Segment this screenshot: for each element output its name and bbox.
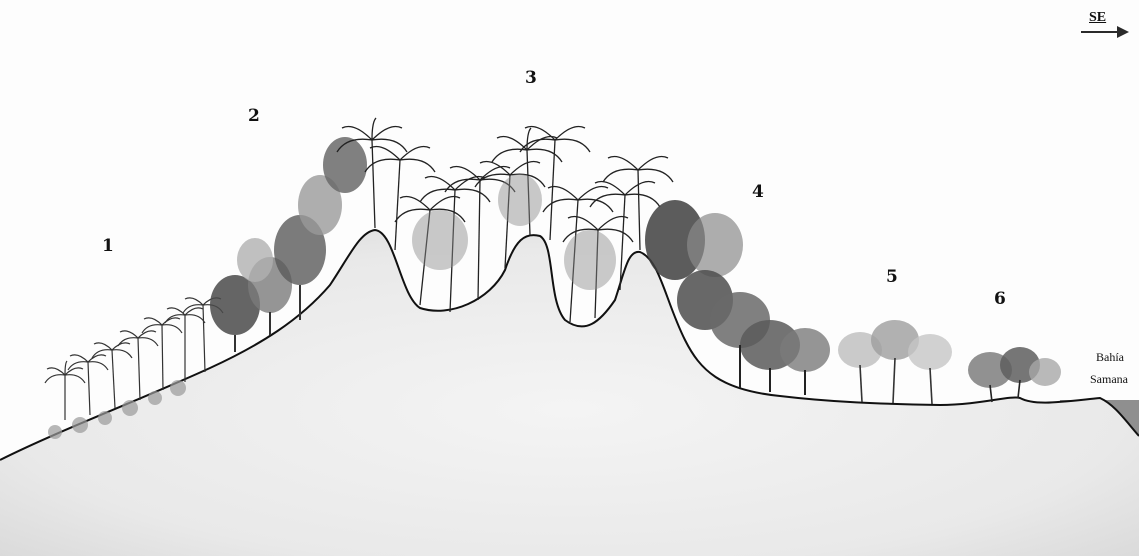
zone-5-trees — [838, 320, 952, 405]
zone-3-understory — [412, 174, 616, 290]
zone-label-6: 6 — [994, 289, 1006, 309]
bay-label-line2: Samana — [1090, 372, 1128, 386]
zone-label-3: 3 — [525, 68, 537, 88]
zone-label-2: 2 — [248, 106, 260, 126]
zone-3-palm-forest — [336, 117, 674, 323]
compass-indicator: SE — [1081, 10, 1135, 38]
bay-label-line1: Bahía — [1096, 350, 1124, 364]
zone-1-shrubs — [48, 380, 186, 439]
zone-1-palms — [44, 297, 224, 420]
compass-label: SE — [1089, 10, 1107, 25]
ground-surface-line — [0, 228, 1139, 461]
zone-4-trees — [645, 200, 830, 395]
zone-label-5: 5 — [886, 267, 898, 287]
arrow-right-icon — [1081, 26, 1129, 38]
zone-label-1: 1 — [102, 236, 114, 256]
zone-2-trees — [210, 137, 367, 352]
ground-mass — [0, 230, 1139, 556]
zone-label-4: 4 — [752, 182, 764, 202]
zone-6-trees — [968, 347, 1061, 403]
